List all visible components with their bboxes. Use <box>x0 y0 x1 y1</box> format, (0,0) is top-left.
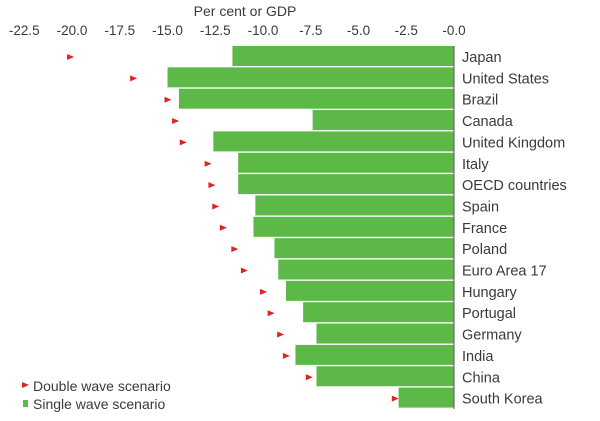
x-tick-label: -2.5 <box>395 23 418 38</box>
marker-china <box>305 374 313 381</box>
category-label: United Kingdom <box>462 135 565 151</box>
bar-series-single-wave <box>167 46 454 408</box>
x-tick-label: -22.5 <box>9 23 40 38</box>
category-label: Euro Area 17 <box>462 264 547 280</box>
legend: Double wave scenario Single wave scenari… <box>22 378 171 412</box>
bar-oecd-countries <box>238 174 454 195</box>
marker-japan <box>67 54 75 60</box>
legend-double-wave-marker <box>22 382 29 388</box>
marker-india <box>282 352 290 359</box>
bar-spain <box>255 195 454 216</box>
category-label: Germany <box>462 328 522 344</box>
bar-italy <box>238 152 454 173</box>
bar-germany <box>316 323 454 344</box>
x-axis-ticks: -22.5 -20.0 -17.5 -15.0 -12.5 -10.0 -7.5 -5.0 -2… <box>9 23 466 38</box>
x-tick-label: -0.0 <box>442 23 465 38</box>
bar-china <box>316 366 454 387</box>
legend-single-wave-swatch <box>23 400 28 407</box>
marker-portugal <box>267 310 275 317</box>
category-label: Spain <box>462 199 499 215</box>
chart-title: Per cent or GDP <box>194 3 297 19</box>
x-tick-label: -7.5 <box>299 23 322 38</box>
category-label: South Korea <box>462 392 544 408</box>
category-label: India <box>462 349 494 365</box>
bar-united-states <box>167 67 454 88</box>
bar-india <box>295 344 454 365</box>
bar-canada <box>312 110 454 131</box>
x-tick-label: -5.0 <box>347 23 370 38</box>
legend-single-wave-label: Single wave scenario <box>33 396 166 412</box>
marker-hungary <box>260 288 267 295</box>
bar-brazil <box>178 88 454 109</box>
marker-south-korea <box>391 395 399 402</box>
bar-hungary <box>285 280 454 301</box>
category-label: OECD countries <box>462 178 567 194</box>
x-tick-label: -17.5 <box>104 23 135 38</box>
bar-united-kingdom <box>213 131 454 152</box>
x-tick-label: -20.0 <box>57 23 88 38</box>
marker-germany <box>277 331 285 338</box>
marker-brazil <box>164 96 172 103</box>
x-tick-label: -10.0 <box>248 23 279 38</box>
category-label: Italy <box>462 157 489 173</box>
marker-united-states <box>130 75 138 82</box>
category-label: Hungary <box>462 285 518 301</box>
category-label: Canada <box>462 114 514 130</box>
bar-south-korea <box>398 387 454 408</box>
marker-series-double-wave <box>67 54 399 402</box>
category-label: Portugal <box>462 306 516 322</box>
category-label: France <box>462 221 507 237</box>
marker-canada <box>172 118 180 125</box>
bar-poland <box>274 238 454 259</box>
marker-euro-area-17 <box>240 267 248 274</box>
category-label: China <box>462 370 501 386</box>
category-label: Brazil <box>462 93 498 109</box>
legend-double-wave-label: Double wave scenario <box>33 378 171 394</box>
category-label: United States <box>462 71 549 87</box>
x-tick-label: -12.5 <box>200 23 231 38</box>
category-label: Japan <box>462 50 502 66</box>
bar-japan <box>232 46 454 66</box>
bar-france <box>253 216 454 237</box>
x-tick-label: -15.0 <box>152 23 183 38</box>
bar-euro-area-17 <box>278 259 454 280</box>
marker-united-kingdom <box>179 139 187 146</box>
marker-poland <box>231 246 239 253</box>
marker-oecd-countries <box>208 182 216 189</box>
marker-france <box>219 224 227 231</box>
marker-spain <box>212 203 220 210</box>
bar-portugal <box>303 302 454 323</box>
marker-italy <box>204 160 212 167</box>
category-label: Poland <box>462 242 507 258</box>
category-labels: Japan United States Brazil Canada United Kin… <box>462 50 567 408</box>
